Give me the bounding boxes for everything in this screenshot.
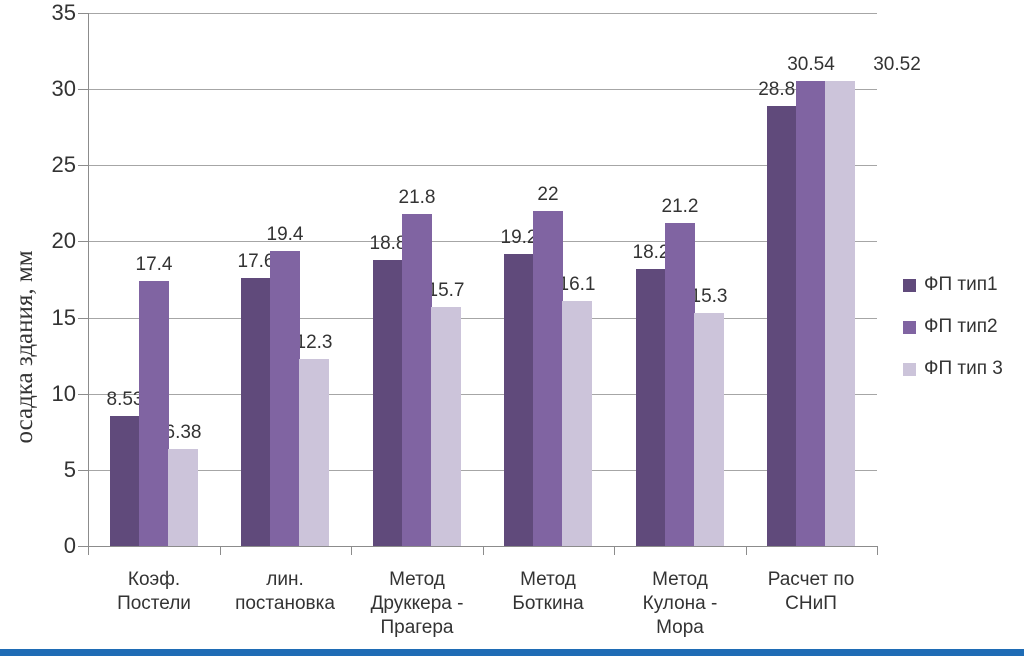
bottom-blue-rule [0, 649, 1024, 656]
gridline [88, 89, 877, 90]
bar [636, 269, 666, 546]
value-label: 30.54 [787, 54, 835, 75]
legend-label: ФП тип 3 [924, 358, 1003, 379]
x-category-label: лин. постановка [235, 569, 335, 614]
value-label: 17.4 [135, 254, 173, 275]
bar [299, 359, 329, 546]
value-label: 18.8 [369, 233, 407, 254]
bar [562, 301, 592, 546]
x-category-label: Метод Кулона - Мора [642, 569, 718, 638]
bar [665, 223, 695, 546]
bar [402, 214, 432, 546]
y-axis-title: осадка здания, мм [11, 250, 38, 444]
y-tick-mark [78, 318, 88, 319]
legend-label: ФП тип2 [924, 316, 998, 337]
value-label: 17.6 [237, 251, 275, 272]
bar [270, 251, 300, 546]
bar [110, 416, 140, 546]
gridline [88, 394, 877, 395]
y-tick-mark [78, 89, 88, 90]
value-label: 18.2 [632, 242, 670, 263]
gridline [88, 241, 877, 242]
bar [767, 106, 797, 546]
value-label: 6.38 [164, 422, 202, 443]
bar [694, 313, 724, 546]
gridline [88, 165, 877, 166]
plot-area [88, 13, 877, 546]
y-tick-label: 25 [51, 152, 76, 177]
y-tick-label: 10 [51, 381, 76, 406]
value-label: 12.3 [295, 332, 333, 353]
y-tick-mark [78, 241, 88, 242]
x-tick-mark [614, 546, 615, 555]
x-tick-mark [220, 546, 221, 555]
x-tick-mark [88, 546, 89, 555]
value-label: 30.52 [873, 54, 921, 75]
legend-item: ФП тип 3 [903, 358, 1003, 380]
bar [825, 81, 855, 546]
value-label: 21.8 [398, 187, 436, 208]
x-tick-mark [877, 546, 878, 555]
bar [431, 307, 461, 546]
y-tick-label: 20 [51, 228, 76, 253]
chart-legend: ФП тип1 ФП тип2 ФП тип 3 [903, 274, 1003, 380]
y-tick-mark [78, 165, 88, 166]
bar [533, 211, 563, 546]
bar [373, 260, 403, 546]
y-tick-mark [78, 394, 88, 395]
bar [796, 81, 826, 546]
value-label: 8.53 [106, 389, 144, 410]
x-tick-mark [351, 546, 352, 555]
value-label: 22 [537, 184, 559, 205]
value-label: 21.2 [661, 196, 699, 217]
legend-label: ФП тип1 [924, 274, 998, 295]
bar [241, 278, 271, 546]
gridline [88, 470, 877, 471]
x-tick-mark [483, 546, 484, 555]
legend-swatch [903, 320, 916, 334]
value-label: 19.2 [500, 227, 538, 248]
y-tick-label: 35 [51, 0, 76, 25]
value-label: 15.3 [690, 286, 728, 307]
legend-swatch [903, 278, 916, 292]
gridline [88, 318, 877, 319]
legend-swatch [903, 362, 916, 376]
legend-item: ФП тип1 [903, 274, 1003, 296]
y-tick-label: 0 [63, 533, 76, 558]
x-axis-line [78, 546, 877, 547]
value-label: 16.1 [558, 274, 596, 295]
x-category-label: Метод Друккера - Прагера [370, 569, 464, 638]
value-label: 15.7 [427, 280, 465, 301]
x-category-label: Метод Боткина [512, 569, 584, 614]
bar [168, 449, 198, 546]
y-axis-line [88, 13, 89, 547]
value-label: 19.4 [266, 224, 304, 245]
bar [139, 281, 169, 546]
x-tick-mark [746, 546, 747, 555]
y-tick-mark [78, 470, 88, 471]
x-category-label: Расчет по СНиП [767, 569, 855, 614]
gridline [88, 13, 877, 14]
y-tick-label: 5 [63, 457, 76, 482]
y-tick-label: 15 [51, 305, 76, 330]
y-tick-label: 30 [51, 76, 76, 101]
y-tick-mark [78, 13, 88, 14]
value-label: 28.87 [758, 79, 806, 100]
x-category-label: Коэф. Постели [117, 569, 191, 614]
bar [504, 254, 534, 546]
legend-item: ФП тип2 [903, 316, 1003, 338]
